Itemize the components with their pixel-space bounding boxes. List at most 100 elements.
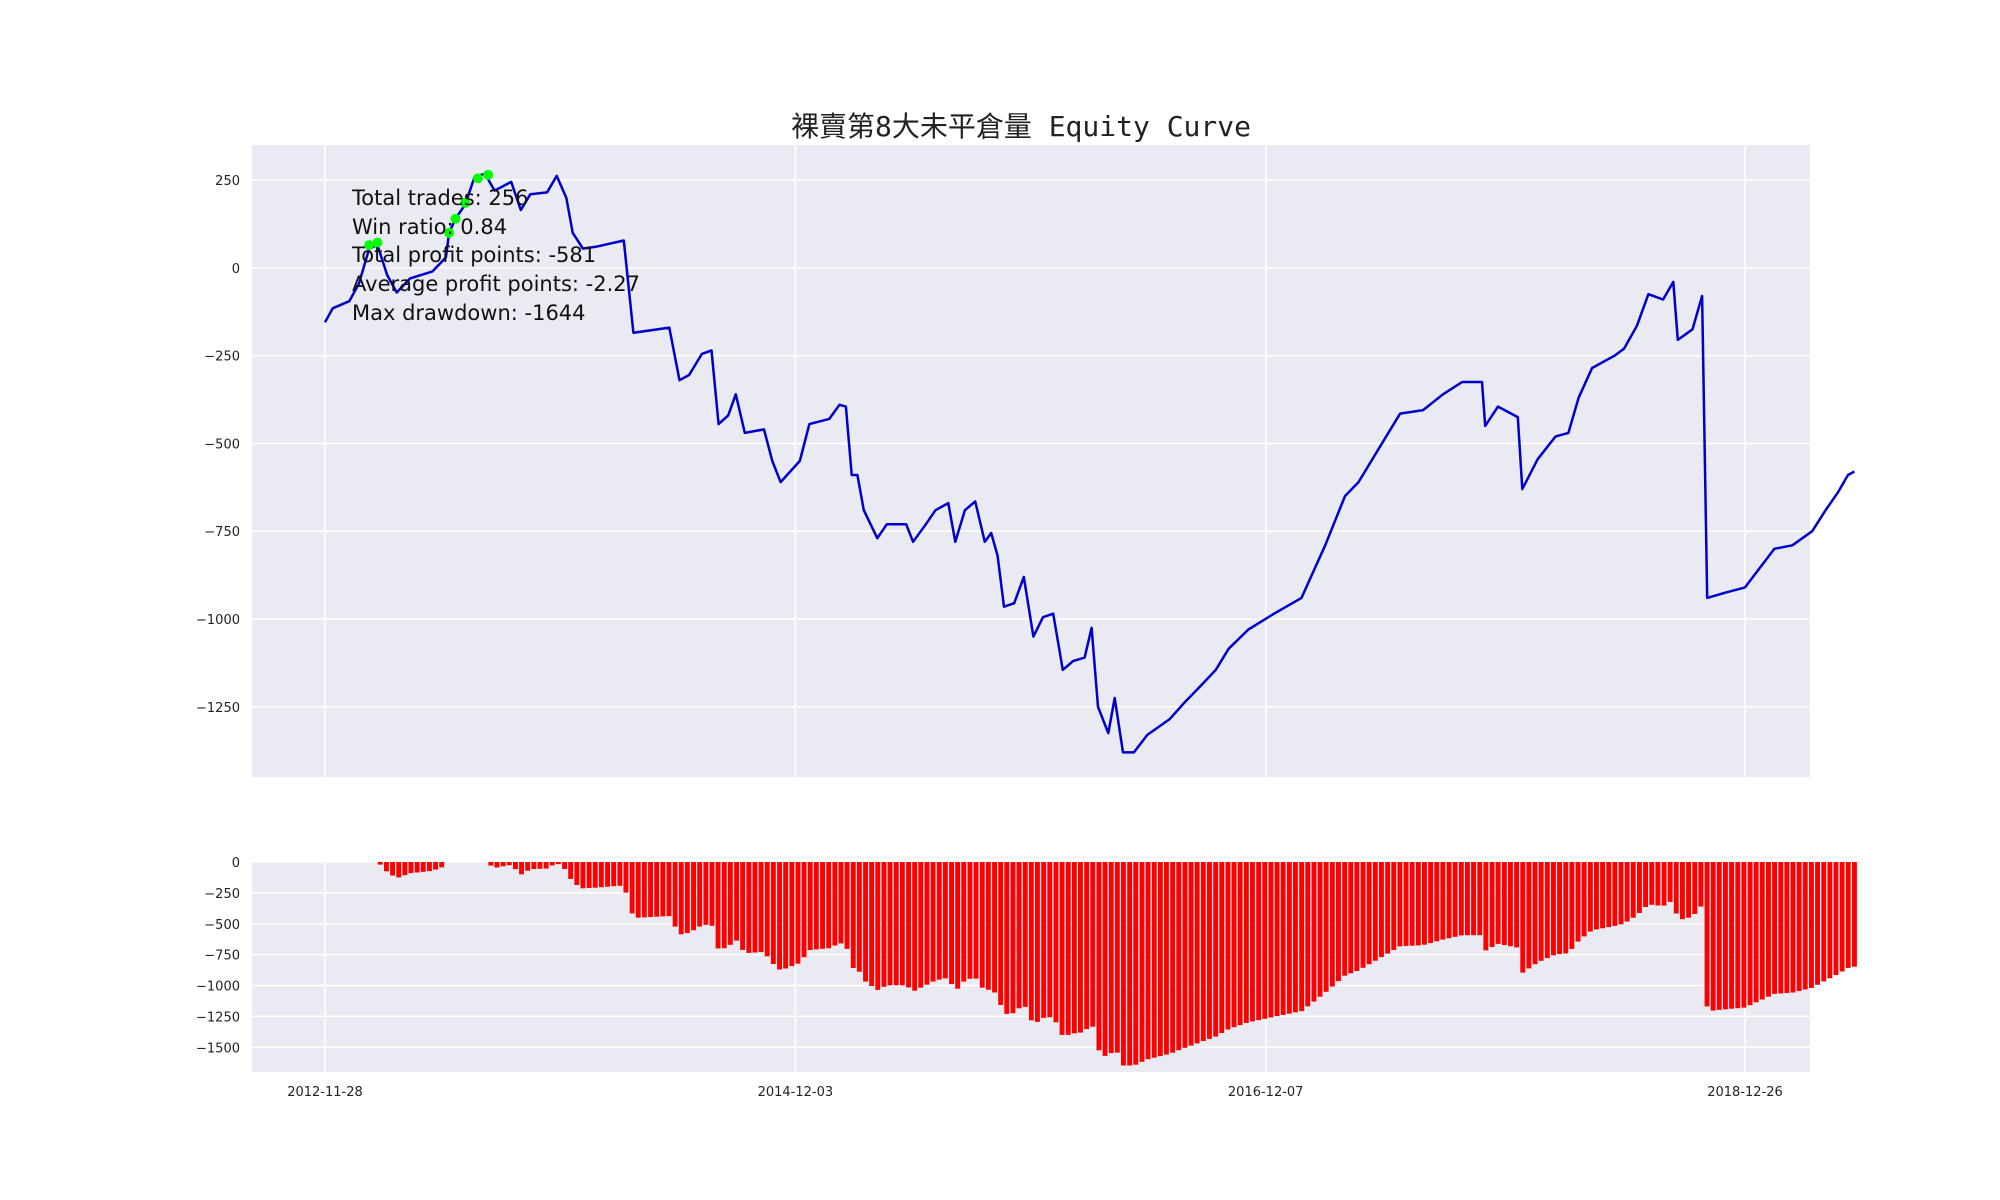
drawdown-bar <box>666 862 672 917</box>
drawdown-bar <box>629 862 635 914</box>
drawdown-bar <box>1250 862 1255 1022</box>
drawdown-bar <box>531 862 537 869</box>
drawdown-bar <box>1268 862 1274 1018</box>
drawdown-bar <box>1133 862 1139 1065</box>
drawdown-bar <box>1845 862 1851 968</box>
drawdown-bar <box>1053 862 1059 1023</box>
drawdown-bar <box>1317 862 1323 997</box>
drawdown-bar <box>869 862 875 987</box>
trade-marker-layer <box>364 169 494 251</box>
drawdown-bar <box>1471 862 1476 936</box>
drawdown-bar <box>1501 862 1507 946</box>
drawdown-bar <box>1114 862 1120 1053</box>
drawdown-bar <box>1452 862 1458 937</box>
drawdown-bar <box>1772 862 1777 994</box>
drawdown-bar <box>1741 862 1747 1008</box>
drawdown-bar <box>832 862 838 946</box>
drawdown-bar <box>1127 862 1133 1066</box>
drawdown-bar <box>777 862 782 970</box>
drawdown-bar <box>414 862 420 873</box>
drawdown-bar <box>1446 862 1452 939</box>
drawdown-bar <box>1434 862 1440 942</box>
drawdown-bar <box>1551 862 1556 956</box>
drawdown-bar <box>985 862 991 990</box>
drawdown-bar <box>801 862 807 958</box>
drawdown-bar <box>758 862 764 953</box>
drawdown-bar <box>1071 862 1077 1034</box>
drawdown-bar <box>1766 862 1771 997</box>
drawdown-bar <box>433 862 438 870</box>
drawdown-bar <box>1065 862 1071 1035</box>
x-tick-label: 2016-12-07 <box>1228 1085 1304 1100</box>
drawdown-bar <box>1735 862 1741 1009</box>
drawdown-bar <box>1164 862 1169 1055</box>
drawdown-bar <box>1360 862 1366 968</box>
drawdown-bar <box>949 862 954 985</box>
drawdown-bar <box>1379 862 1384 958</box>
drawdown-bar <box>500 862 506 867</box>
drawdown-bar <box>1348 862 1354 974</box>
drawdown-bar <box>635 862 641 918</box>
drawdown-bar <box>684 862 690 934</box>
drawdown-bar <box>384 862 389 872</box>
drawdown-bar <box>1041 862 1047 1018</box>
drawdown-bar-layer <box>377 862 1857 1066</box>
drawdown-bar <box>998 862 1004 1005</box>
trade-marker <box>372 237 383 248</box>
drawdown-bar <box>734 862 739 941</box>
drawdown-bar <box>427 862 432 872</box>
drawdown-bar <box>1010 862 1016 1014</box>
drawdown-bar <box>930 862 936 982</box>
drawdown-bar <box>1372 862 1378 961</box>
drawdown-bar <box>1096 862 1102 1051</box>
drawdown-bar <box>715 862 721 949</box>
equity-y-tick-label: −1000 <box>196 613 240 628</box>
drawdown-y-tick-label: −750 <box>204 949 240 964</box>
drawdown-bar <box>1704 862 1710 1007</box>
drawdown-bar <box>1538 862 1544 961</box>
x-tick-labels: 2012-11-28 2014-12-03 2016-12-07 2018-12-26 <box>287 1085 1783 1100</box>
drawdown-bar <box>992 862 997 993</box>
drawdown-bar <box>703 862 709 925</box>
x-tick-label: 2018-12-26 <box>1707 1085 1783 1100</box>
drawdown-bar <box>660 862 666 917</box>
drawdown-bar <box>1600 862 1605 929</box>
drawdown-bar <box>537 862 543 869</box>
drawdown-bar <box>1022 862 1028 1007</box>
drawdown-bar <box>1090 862 1096 1027</box>
drawdown-bar <box>1102 862 1108 1056</box>
drawdown-bar <box>1188 862 1194 1046</box>
drawdown-bar <box>1852 862 1857 967</box>
drawdown-y-tick-label: −1250 <box>196 1010 240 1025</box>
drawdown-bar <box>1790 862 1796 993</box>
drawdown-bar <box>1778 862 1784 994</box>
drawdown-bar <box>1839 862 1845 972</box>
drawdown-bar <box>813 862 819 950</box>
drawdown-bar <box>863 862 868 982</box>
drawdown-bar <box>1729 862 1734 1009</box>
drawdown-bar <box>1121 862 1126 1066</box>
drawdown-bar <box>519 862 524 875</box>
drawdown-bar <box>1403 862 1409 946</box>
drawdown-bar <box>961 862 967 982</box>
drawdown-bar <box>605 862 610 887</box>
drawdown-bar <box>672 862 678 927</box>
drawdown-bar <box>1508 862 1513 947</box>
drawdown-bar <box>555 862 561 865</box>
drawdown-bar <box>727 862 733 945</box>
drawdown-bar <box>1587 862 1593 932</box>
drawdown-bar <box>979 862 985 988</box>
drawdown-bar <box>1397 862 1403 947</box>
drawdown-bar <box>641 862 647 918</box>
drawdown-bar <box>1637 862 1642 913</box>
drawdown-bar <box>1458 862 1464 936</box>
drawdown-bar <box>1293 862 1298 1013</box>
drawdown-bar <box>1815 862 1820 985</box>
equity-y-tick-label: 250 <box>215 174 240 189</box>
drawdown-bar <box>1723 862 1728 1010</box>
drawdown-bar <box>1299 862 1305 1012</box>
drawdown-bar <box>506 862 512 866</box>
drawdown-bar <box>1428 862 1434 943</box>
drawdown-bar <box>1385 862 1391 954</box>
drawdown-bar <box>1391 862 1397 950</box>
